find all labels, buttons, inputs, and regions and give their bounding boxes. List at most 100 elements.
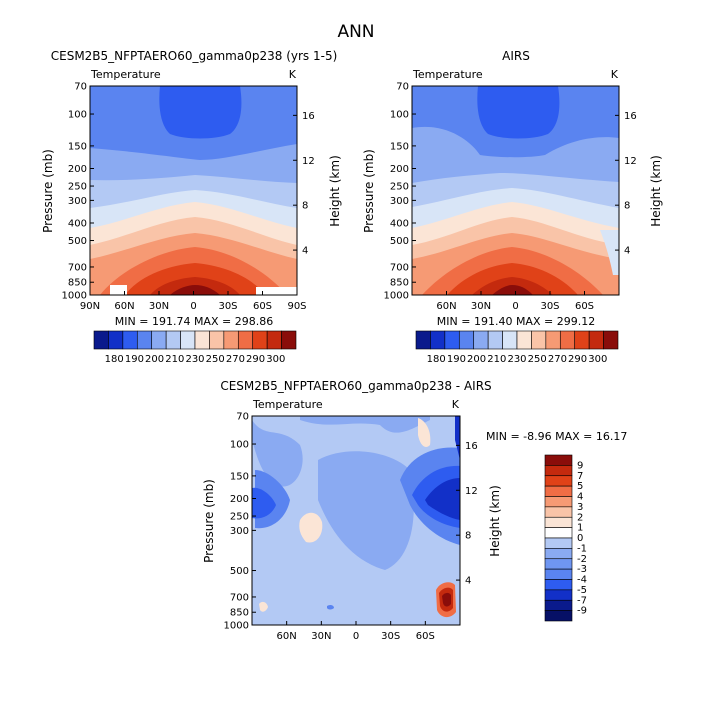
lat-tick-label: 30N [471, 301, 491, 312]
height-tick-label: 4 [465, 576, 471, 587]
pressure-tick-label: 200 [230, 494, 249, 505]
panel-model-ylabel: Pressure (mb) [41, 149, 55, 233]
height-tick-label: 8 [624, 201, 630, 212]
panel-obs-ylabel: Pressure (mb) [362, 149, 376, 233]
colorbar-swatch [237, 330, 254, 350]
colorbar-swatch [544, 465, 573, 477]
colorbar-label: 290 [246, 354, 265, 365]
height-tick-label: 12 [465, 486, 478, 497]
pressure-tick-label: 400 [68, 218, 87, 229]
pressure-tick-label: 250 [230, 512, 249, 523]
pressure-tick-label: 70 [236, 412, 249, 423]
colorbar-label: 190 [447, 354, 466, 365]
colorbar-label: 180 [105, 354, 124, 365]
lat-tick-label: 0 [512, 301, 518, 312]
fill-band [425, 478, 460, 520]
colorbar-label: 270 [226, 354, 245, 365]
colorbar-swatch [502, 330, 518, 350]
colorbar-swatch [588, 330, 604, 350]
pressure-tick-label: 70 [74, 82, 87, 93]
pressure-tick-label: 300 [230, 526, 249, 537]
colorbar-swatch [151, 330, 167, 350]
colorbar-label: 180 [427, 354, 446, 365]
pressure-tick-label: 1000 [224, 621, 249, 632]
colorbar-label: 250 [528, 354, 547, 365]
colorbar-swatch [458, 330, 475, 350]
pressure-tick-label: 1000 [384, 291, 409, 302]
height-tick-label: 16 [302, 111, 315, 122]
colorbar-model: 180 190 200 210 230 250 270 290 300 [93, 330, 297, 365]
pressure-tick-label: 700 [230, 592, 249, 603]
lat-tick-label: 30S [381, 631, 400, 642]
panel-diff-axes: 70 100 150 200 250 300 500 700 850 1000 16 12 8 4 60N 3… [224, 412, 478, 643]
lat-tick-label: 30N [311, 631, 331, 642]
colorbar-swatch [544, 475, 573, 487]
panel-diff-ylabel: Pressure (mb) [202, 479, 216, 563]
colorbar-swatch [209, 330, 225, 350]
lat-tick-label: 0 [353, 631, 359, 642]
colorbar-swatch [473, 330, 489, 350]
colorbar-swatch [444, 330, 460, 350]
colorbar-swatch [544, 516, 573, 528]
pressure-tick-label: 150 [230, 471, 249, 482]
fill-band [110, 285, 127, 295]
colorbar-swatch [544, 454, 573, 466]
lat-tick-label: 60N [436, 301, 456, 312]
colorbar-swatch [544, 599, 573, 611]
pressure-tick-label: 70 [396, 82, 409, 93]
colorbar-label: -7 [577, 595, 587, 606]
panel-diff-ylabel-right: Height (km) [488, 485, 502, 556]
colorbar-label: 270 [548, 354, 567, 365]
fill-band [299, 512, 323, 543]
lat-tick-label: 60S [575, 301, 594, 312]
pressure-tick-label: 1000 [62, 291, 87, 302]
fill-band [252, 420, 303, 487]
lat-tick-label: 60S [416, 631, 435, 642]
colorbar-label: 3 [577, 502, 583, 513]
pressure-tick-label: 500 [68, 236, 87, 247]
pressure-tick-label: 100 [390, 110, 409, 121]
colorbar-label: 210 [165, 354, 184, 365]
pressure-tick-label: 850 [68, 278, 87, 289]
fill-band [492, 285, 533, 295]
colorbar-swatch [544, 589, 573, 601]
lat-tick-label: 30S [540, 301, 559, 312]
colorbar-swatch [281, 330, 297, 350]
pressure-tick-label: 500 [230, 566, 249, 577]
colorbar-swatch [531, 330, 547, 350]
colorbar-label: 190 [125, 354, 144, 365]
colorbar-label: 230 [507, 354, 526, 365]
colorbar-swatch [544, 558, 573, 570]
lat-tick-label: 60N [277, 631, 297, 642]
pressure-tick-label: 700 [68, 262, 87, 273]
colorbar-swatch [544, 485, 573, 497]
lat-tick-label: 60S [253, 301, 272, 312]
pressure-tick-label: 250 [390, 182, 409, 193]
colorbar-label: -3 [577, 564, 587, 575]
panel-diff: CESM2B5_NFPTAERO60_gamma0p238 - AIRS Tem… [202, 379, 627, 642]
pressure-tick-label: 150 [390, 141, 409, 152]
fill-band [455, 416, 460, 460]
colorbar-swatch [544, 527, 573, 539]
height-tick-label: 12 [302, 156, 315, 167]
panel-obs-subtitle: Temperature [412, 68, 483, 81]
fill-band [170, 285, 220, 295]
colorbar-swatch [252, 330, 268, 350]
colorbar-swatch [108, 330, 124, 350]
fill-band [418, 418, 431, 447]
height-tick-label: 16 [624, 111, 637, 122]
pressure-tick-label: 850 [230, 608, 249, 619]
colorbar-swatch [544, 548, 573, 560]
height-tick-label: 16 [465, 441, 478, 452]
pressure-tick-label: 250 [68, 182, 87, 193]
colorbar-swatch [487, 330, 503, 350]
panel-model-subtitle: Temperature [90, 68, 161, 81]
panel-model-contours [90, 86, 297, 295]
height-tick-label: 8 [302, 201, 308, 212]
fill-band [159, 86, 242, 139]
colorbar-label: 1 [577, 523, 583, 534]
colorbar-label: -9 [577, 606, 587, 617]
colorbar-swatch [266, 330, 282, 350]
colorbar-swatch [415, 330, 431, 350]
lat-tick-label: 0 [190, 301, 196, 312]
